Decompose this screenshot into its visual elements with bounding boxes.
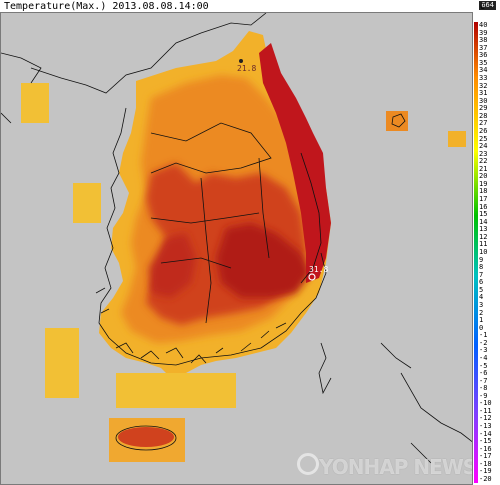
legend-tick-label: 16 xyxy=(479,202,488,211)
legend-tick-label: 27 xyxy=(479,119,488,128)
legend-tick-label: 39 xyxy=(479,28,488,37)
legend-tick-label: 13 xyxy=(479,225,488,234)
legend-tick-label: 2 xyxy=(479,308,484,317)
legend-tick-label: 6 xyxy=(479,278,484,287)
legend-tick-label: -14 xyxy=(479,429,492,438)
jeju-outline xyxy=(115,425,177,451)
japan-coast xyxy=(380,342,472,464)
legend-tick-label: -7 xyxy=(479,376,488,385)
watermark-logo-icon xyxy=(297,453,319,475)
legend-tick-label: 5 xyxy=(479,285,484,294)
legend-tick-label: 7 xyxy=(479,270,484,279)
legend-tick-label: 24 xyxy=(479,142,488,151)
legend-tick-label: 20 xyxy=(479,172,488,181)
legend-tick-label: 26 xyxy=(479,126,488,135)
legend-tick-label: 37 xyxy=(479,43,488,52)
map-title: Temperature(Max.) 2013.08.08.14:00 xyxy=(4,1,209,12)
legend-tick-label: -2 xyxy=(479,338,488,347)
east-coast-red xyxy=(259,43,331,283)
legend-tick-label: -18 xyxy=(479,459,492,468)
legend-tick-label: -1 xyxy=(479,331,488,340)
color-legend: 40 39 38 37 36 35 34 33 32 31 30 29 28 27 26 25 24 23 22 21… xyxy=(474,12,500,485)
west-coast-field xyxy=(73,183,101,223)
legend-color-bar xyxy=(474,22,478,483)
legend-tick-label: -5 xyxy=(479,361,488,370)
station-count-badge: 664 xyxy=(479,1,496,10)
china-coast xyxy=(1,52,42,124)
station-marker-north xyxy=(239,59,243,63)
temperature-map: 21.8 31.8 YONHAP NEWS xyxy=(0,12,473,485)
hotspot-east xyxy=(216,223,311,298)
legend-tick-label: -15 xyxy=(479,437,492,446)
coastline-outlines xyxy=(1,13,472,464)
ulleung-outline xyxy=(391,113,406,128)
province-borders xyxy=(150,122,272,324)
legend-tick-label: 22 xyxy=(479,157,488,166)
legend-tick-label: -12 xyxy=(479,414,492,423)
legend-tick-label: 17 xyxy=(479,195,488,204)
legend-tick-label: 0 xyxy=(479,323,484,332)
legend-tick-label: 28 xyxy=(479,111,488,120)
hotspot-center xyxy=(149,233,196,298)
legend-tick-label: -17 xyxy=(479,452,492,461)
legend-tick-label: -13 xyxy=(479,422,492,431)
legend-tick-label: 14 xyxy=(479,217,488,226)
legend-tick-label: -9 xyxy=(479,391,488,400)
station-label-southeast: 31.8 xyxy=(309,265,329,274)
legend-tick-label: 31 xyxy=(479,89,488,98)
dokdo-field xyxy=(448,131,466,147)
legend-tick-label: 32 xyxy=(479,81,488,90)
legend-tick-label: -4 xyxy=(479,353,488,362)
legend-tick-label: 38 xyxy=(479,36,488,45)
jeju-core xyxy=(118,427,174,447)
legend-tick-label: 8 xyxy=(479,263,484,272)
legend-tick-label: 9 xyxy=(479,255,484,264)
legend-tick-label: 12 xyxy=(479,232,488,241)
legend-tick-label: 18 xyxy=(479,187,488,196)
watermark: YONHAP NEWS xyxy=(319,455,473,479)
legend-tick-label: 4 xyxy=(479,293,484,302)
southern-islands xyxy=(95,287,287,364)
temperature-field xyxy=(21,31,466,462)
station-marker-southeast xyxy=(308,273,316,281)
legend-tick-label: 11 xyxy=(479,240,488,249)
southwest-islands-field xyxy=(45,328,79,398)
map-svg xyxy=(1,13,472,464)
legend-tick-label: 15 xyxy=(479,210,488,219)
legend-tick-label: -10 xyxy=(479,399,492,408)
legend-tick-label: 33 xyxy=(479,73,488,82)
station-label-north: 21.8 xyxy=(237,64,257,73)
legend-tick-label: -3 xyxy=(479,346,488,355)
legend-tick-label: 3 xyxy=(479,300,484,309)
legend-tick-label: -8 xyxy=(479,384,488,393)
tsushima xyxy=(318,342,332,395)
legend-tick-label: 21 xyxy=(479,164,488,173)
legend-tick-label: 29 xyxy=(479,104,488,113)
legend-tick-label: 10 xyxy=(479,248,488,256)
legend-tick-label: 30 xyxy=(479,96,488,105)
west-coast-line xyxy=(98,107,327,366)
legend-tick-label: -6 xyxy=(479,369,488,378)
south-islands-field xyxy=(116,373,236,408)
legend-tick-label: 25 xyxy=(479,134,488,143)
legend-tick-label: -19 xyxy=(479,467,492,476)
west-islands-field xyxy=(21,83,49,123)
legend-tick-label: 35 xyxy=(479,58,488,67)
legend-tick-label: -20 xyxy=(479,475,492,483)
legend-tick-label: 23 xyxy=(479,149,488,158)
legend-tick-label: -16 xyxy=(479,444,492,453)
east-outline xyxy=(300,152,322,284)
legend-tick-label: -11 xyxy=(479,406,492,415)
legend-tick-label: 1 xyxy=(479,316,484,325)
legend-tick-label: 40 xyxy=(479,21,488,29)
legend-unit: C xyxy=(480,2,485,11)
legend-tick-label: 34 xyxy=(479,66,488,75)
legend-tick-label: 36 xyxy=(479,51,488,60)
legend-tick-label: 19 xyxy=(479,179,488,188)
north-coast xyxy=(30,13,267,94)
